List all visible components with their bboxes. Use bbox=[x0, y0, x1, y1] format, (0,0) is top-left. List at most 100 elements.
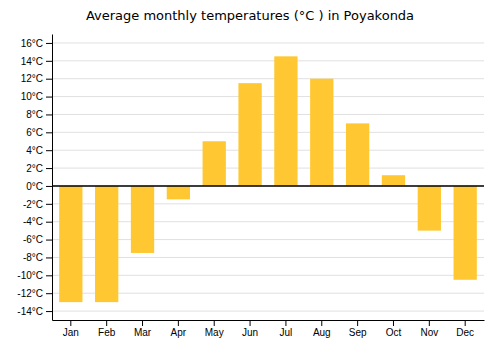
x-tick-mark bbox=[70, 320, 71, 326]
x-axis-line bbox=[53, 320, 485, 321]
y-tick-mark bbox=[46, 43, 52, 44]
y-tick: -4°C bbox=[23, 216, 52, 227]
x-tick: Apr bbox=[171, 320, 187, 338]
grid-line bbox=[52, 114, 484, 115]
x-tick-mark bbox=[178, 320, 179, 326]
x-tick-label: Nov bbox=[420, 327, 438, 338]
y-tick: 2°C bbox=[26, 163, 52, 174]
grid-line bbox=[52, 185, 484, 186]
x-tick: Oct bbox=[386, 320, 402, 338]
y-tick: -8°C bbox=[23, 252, 52, 263]
x-tick: May bbox=[205, 320, 224, 338]
grid-line bbox=[52, 168, 484, 169]
y-tick: 14°C bbox=[21, 56, 52, 67]
y-tick-label: 14°C bbox=[21, 56, 43, 67]
x-tick: Jul bbox=[280, 320, 293, 338]
x-tick-mark bbox=[106, 320, 107, 326]
x-tick-label: Jul bbox=[280, 327, 293, 338]
y-tick: 4°C bbox=[26, 145, 52, 156]
y-tick-label: -14°C bbox=[17, 306, 43, 317]
y-tick-label: -4°C bbox=[23, 216, 43, 227]
bar bbox=[310, 79, 333, 186]
plot: -14°C -12°C -10°C -8°C -6°C -4°C -2°C 0°C 2°C 4°C… bbox=[17, 35, 484, 339]
grid-line bbox=[52, 42, 484, 43]
y-tick-label: 12°C bbox=[21, 73, 43, 84]
x-tick-label: Jan bbox=[63, 327, 79, 338]
y-tick-label: 6°C bbox=[26, 127, 43, 138]
y-tick: -2°C bbox=[23, 199, 52, 210]
x-tick-mark bbox=[214, 320, 215, 326]
y-tick: -10°C bbox=[17, 270, 52, 281]
y-tick: 12°C bbox=[21, 73, 52, 84]
x-tick: Feb bbox=[98, 320, 116, 338]
bar bbox=[346, 123, 369, 186]
y-tick-mark bbox=[46, 132, 52, 133]
bar bbox=[382, 175, 405, 186]
grid-line bbox=[52, 150, 484, 151]
y-tick-label: -10°C bbox=[17, 270, 43, 281]
y-axis-line bbox=[52, 35, 53, 321]
bar bbox=[203, 141, 226, 186]
y-tick: 16°C bbox=[21, 38, 52, 49]
y-tick: 6°C bbox=[26, 127, 52, 138]
x-tick-mark bbox=[142, 320, 143, 326]
y-tick-label: 10°C bbox=[21, 91, 43, 102]
y-tick: -6°C bbox=[23, 234, 52, 245]
x-tick-label: Oct bbox=[386, 327, 402, 338]
x-tick-label: Feb bbox=[98, 327, 116, 338]
bar bbox=[131, 186, 154, 253]
bar bbox=[274, 56, 297, 186]
y-tick-label: 0°C bbox=[26, 181, 43, 192]
title: Average monthly temperatures (°C ) in Po… bbox=[86, 8, 414, 23]
y-tick-label: -6°C bbox=[23, 234, 43, 245]
x-tick-label: Sep bbox=[349, 327, 367, 338]
y-tick-label: 8°C bbox=[26, 109, 43, 120]
x-tick-label: May bbox=[205, 327, 224, 338]
y-tick: 10°C bbox=[21, 91, 52, 102]
y-tick-mark bbox=[46, 79, 52, 80]
y-tick-mark bbox=[46, 61, 52, 62]
x-tick-mark bbox=[250, 320, 251, 326]
x-tick-mark bbox=[321, 320, 322, 326]
x-axis: Jan Feb Mar Apr May Jun Jul Aug Sep Oct Nov Dec bbox=[53, 320, 485, 338]
y-tick-mark bbox=[46, 168, 52, 169]
grid-line bbox=[52, 60, 484, 61]
x-tick-label: Aug bbox=[313, 327, 331, 338]
y-tick-label: 2°C bbox=[26, 163, 43, 174]
bar bbox=[167, 186, 190, 199]
y-tick-mark bbox=[46, 257, 52, 258]
x-tick-mark bbox=[429, 320, 430, 326]
grid-line bbox=[52, 132, 484, 133]
y-tick: -12°C bbox=[17, 288, 52, 299]
grid-line bbox=[52, 78, 484, 79]
y-tick-mark bbox=[46, 114, 52, 115]
grid-line bbox=[52, 96, 484, 97]
bar bbox=[59, 186, 82, 302]
x-tick-label: Mar bbox=[134, 327, 152, 338]
grid-line bbox=[52, 311, 484, 312]
y-tick-label: -8°C bbox=[23, 252, 43, 263]
y-axis: -14°C -12°C -10°C -8°C -6°C -4°C -2°C 0°C 2°C 4°C… bbox=[17, 35, 52, 321]
x-tick: Sep bbox=[349, 320, 367, 338]
grid bbox=[52, 43, 484, 311]
y-tick-label: 4°C bbox=[26, 145, 43, 156]
y-tick-mark bbox=[46, 311, 52, 312]
y-tick-label: 16°C bbox=[21, 38, 43, 49]
y-tick-label: -12°C bbox=[17, 288, 43, 299]
x-tick: Aug bbox=[313, 320, 331, 338]
y-tick-mark bbox=[46, 240, 52, 241]
y-tick-mark bbox=[46, 222, 52, 223]
x-tick-label: Apr bbox=[171, 327, 187, 338]
chart: Average monthly temperatures (°C ) in Po… bbox=[0, 0, 500, 350]
x-tick: Nov bbox=[420, 320, 438, 338]
y-tick-mark bbox=[46, 204, 52, 205]
y-tick: 0°C bbox=[26, 181, 52, 192]
x-tick-label: Dec bbox=[456, 327, 474, 338]
y-tick-mark bbox=[46, 97, 52, 98]
x-tick: Jun bbox=[242, 320, 258, 338]
bar bbox=[454, 186, 477, 280]
x-tick-mark bbox=[285, 320, 286, 326]
x-tick-mark bbox=[465, 320, 466, 326]
x-tick-label: Jun bbox=[242, 327, 258, 338]
x-tick-mark bbox=[393, 320, 394, 326]
